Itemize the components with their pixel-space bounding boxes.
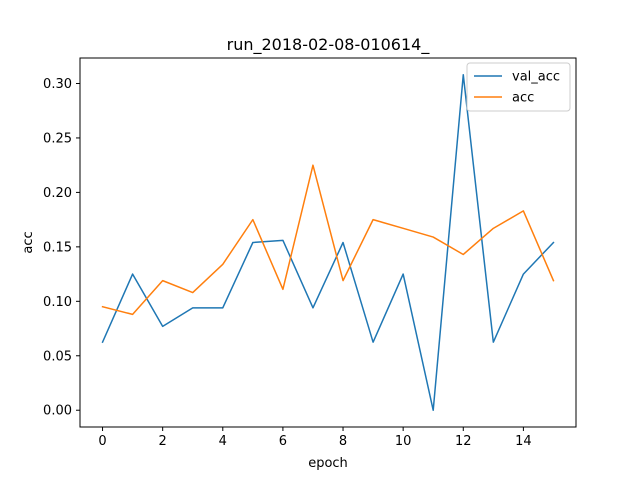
x-tick-label: 6: [279, 434, 287, 449]
series-line-val-acc: [101, 74, 555, 411]
x-tick-label: 14: [515, 434, 532, 449]
y-tick-label: 0.20: [43, 186, 72, 201]
y-tick-label: 0.25: [43, 131, 72, 146]
plot-area-frame: [79, 57, 577, 428]
y-axis-ticks: 0.00 0.05 0.10 0.15 0.20 0.25 0.30: [43, 77, 80, 419]
x-tick-label: 12: [455, 434, 472, 449]
y-tick-label: 0.30: [43, 77, 72, 92]
x-axis-label: epoch: [308, 456, 348, 471]
series-layer: [101, 74, 555, 411]
y-tick-label: 0.05: [43, 349, 72, 364]
y-tick-label: 0.15: [43, 240, 72, 255]
y-tick-label: 0.10: [43, 295, 72, 310]
x-tick-label: 2: [159, 434, 167, 449]
legend-label: acc: [512, 91, 534, 106]
legend-box: [466, 62, 571, 112]
x-tick-label: 4: [219, 434, 227, 449]
x-tick-label: 0: [98, 434, 106, 449]
x-axis-ticks: 0 2 4 6 8 10 12 14: [98, 427, 532, 449]
y-axis-label: acc: [21, 231, 36, 253]
x-tick-label: 8: [339, 434, 347, 449]
x-tick-label: 10: [395, 434, 412, 449]
y-tick-label: 0.00: [43, 404, 72, 419]
series-line-acc: [101, 164, 555, 316]
legend-label: val_acc: [512, 70, 560, 85]
chart-title: run_2018-02-08-010614_: [227, 35, 431, 55]
